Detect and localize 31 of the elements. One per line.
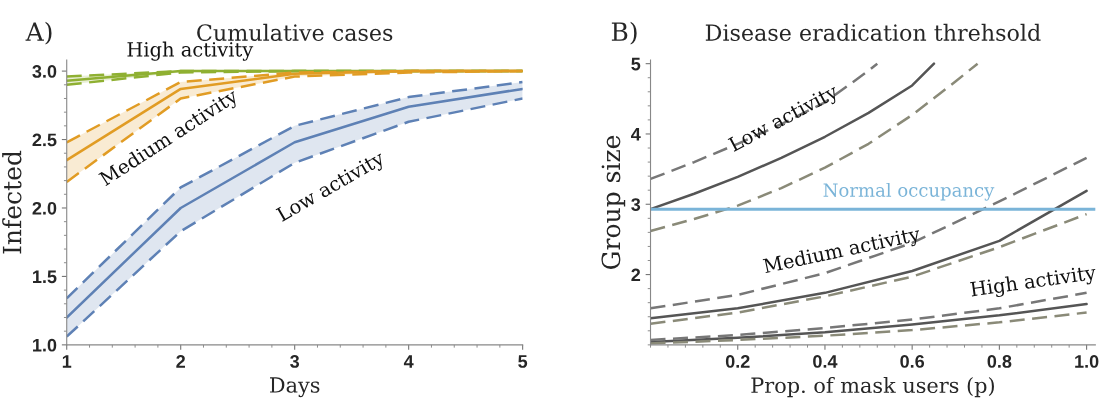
x-tick-label: 1.0 — [1075, 355, 1099, 368]
chart-title: Disease eradication threhsold — [705, 23, 1041, 42]
x-tick-label: 0.2 — [725, 355, 750, 368]
x-tick-label: 4 — [403, 355, 414, 368]
x-tick-label: 5 — [518, 355, 528, 368]
series-label: High activity — [127, 41, 254, 61]
y-tick-label: 1.5 — [33, 270, 57, 284]
y-tick-label: 2.0 — [32, 201, 57, 215]
x-tick-label: 0.4 — [813, 355, 838, 368]
x-tick-label: 0.6 — [900, 355, 925, 368]
text: B) — [611, 21, 637, 45]
y-tick-label: 1.0 — [33, 338, 57, 352]
y-tick-label: 3.0 — [32, 65, 57, 78]
x-axis-title: Days — [270, 377, 320, 398]
chart-title: Cumulative cases — [197, 23, 393, 42]
y-tick-label: 2.5 — [32, 133, 57, 147]
x-axis-title: Prop. of mask users (p) — [751, 376, 994, 398]
y-tick-label: 2 — [631, 268, 641, 282]
y-tick-label: 5 — [631, 57, 641, 71]
x-tick-label: 2 — [176, 355, 185, 368]
ref-line-label: Normal occupancy — [823, 182, 995, 201]
y-tick-label: 3 — [631, 198, 641, 212]
x-tick-label: 0.8 — [987, 355, 1012, 368]
y-tick-label: 4 — [631, 128, 641, 141]
x-tick-label: 1 — [62, 355, 72, 368]
y-axis-title: Group size — [601, 135, 626, 270]
text: A) — [25, 21, 52, 45]
y-axis-title: Infected — [2, 150, 22, 254]
x-tick-label: 3 — [290, 355, 300, 368]
text: Medium activity — [762, 225, 922, 278]
text: High activity — [969, 264, 1098, 301]
